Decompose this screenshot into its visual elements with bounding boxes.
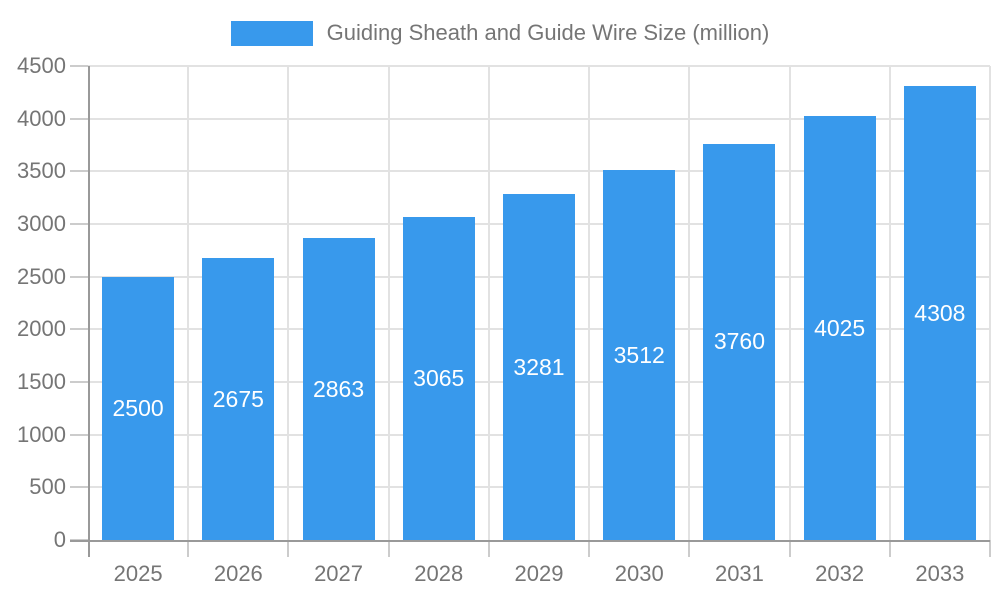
- bar-value-label: 2500: [112, 394, 164, 421]
- gridline-h: [88, 170, 990, 173]
- bar[interactable]: 3512: [603, 170, 676, 540]
- x-axis-line: [70, 540, 990, 542]
- x-axis-tick: [989, 540, 991, 557]
- gridline-v: [187, 66, 190, 540]
- y-axis-tick: [70, 275, 88, 278]
- x-axis-tick: [287, 540, 290, 557]
- gridline-v: [487, 66, 490, 540]
- x-axis-tick-label: 2026: [213, 561, 263, 586]
- bar-value-label: 2863: [312, 375, 365, 402]
- legend[interactable]: Guiding Sheath and Guide Wire Size (mill…: [0, 18, 1000, 48]
- y-axis-tick-label: 3000: [17, 211, 66, 236]
- bar[interactable]: 4308: [903, 86, 976, 540]
- x-axis-tick-label: 2027: [314, 561, 364, 586]
- legend-label: Guiding Sheath and Guide Wire Size (mill…: [326, 20, 770, 45]
- bar-value-label: 3512: [613, 341, 665, 368]
- bar-value-label: 4025: [814, 314, 866, 341]
- y-axis-tick: [70, 328, 88, 331]
- y-axis-line: [88, 66, 90, 557]
- x-axis-tick-label: 2030: [614, 561, 664, 586]
- x-axis-tick-label: 2033: [915, 561, 965, 586]
- y-axis-tick: [70, 381, 88, 383]
- bar[interactable]: 4025: [803, 116, 876, 540]
- bar[interactable]: 2863: [302, 238, 375, 540]
- gridline-v: [788, 66, 791, 540]
- gridline-v: [888, 66, 891, 540]
- bar-value-label: 4308: [914, 299, 966, 326]
- x-axis-tick: [187, 540, 190, 557]
- bar-value-label: 3760: [713, 328, 766, 355]
- x-axis-tick-label: 2028: [414, 561, 464, 586]
- y-axis-tick-label: 4000: [17, 105, 66, 131]
- legend-swatch-icon[interactable]: [230, 20, 313, 46]
- x-axis-tick: [588, 540, 591, 557]
- gridline-v: [688, 66, 691, 540]
- y-axis-tick: [70, 117, 88, 120]
- gridline-v: [588, 66, 591, 540]
- y-axis-tick-label: 0: [53, 527, 66, 552]
- y-axis-tick-label: 1000: [17, 421, 66, 447]
- x-axis-tick-label: 2032: [815, 561, 865, 586]
- y-axis-tick-label: 2500: [17, 263, 66, 289]
- gridline-h: [88, 65, 990, 67]
- gridline-v: [387, 66, 390, 540]
- x-axis-tick: [487, 540, 490, 557]
- x-axis-tick: [387, 540, 390, 557]
- y-axis-tick: [70, 486, 88, 489]
- x-axis-tick: [788, 540, 791, 557]
- bar[interactable]: 3281: [503, 194, 575, 540]
- bar-value-label: 3281: [513, 353, 565, 380]
- x-axis-tick-label: 2031: [714, 561, 764, 586]
- bar[interactable]: 3065: [402, 217, 475, 540]
- gridline-h: [88, 117, 990, 120]
- y-axis-tick: [70, 170, 88, 173]
- bar-value-label: 2675: [212, 385, 264, 412]
- y-axis-tick: [70, 223, 88, 225]
- x-axis-tick: [688, 540, 691, 557]
- bar[interactable]: 2675: [202, 258, 275, 540]
- x-axis-tick: [888, 540, 891, 557]
- bar[interactable]: 2500: [102, 276, 175, 540]
- y-axis-tick-label: 2000: [17, 316, 66, 342]
- y-axis-tick: [70, 433, 88, 436]
- y-axis-tick: [70, 65, 88, 67]
- y-axis-tick-label: 500: [29, 474, 66, 500]
- gridline-v: [989, 66, 991, 540]
- x-axis-tick-label: 2029: [514, 561, 564, 586]
- y-axis-tick-label: 3500: [17, 158, 66, 184]
- bar-value-label: 3065: [413, 365, 465, 392]
- x-axis-tick-label: 2025: [113, 561, 163, 586]
- bar[interactable]: 3760: [703, 143, 776, 540]
- y-axis-tick-label: 4500: [17, 53, 66, 78]
- y-axis-tick-label: 1500: [17, 369, 66, 394]
- gridline-v: [287, 66, 290, 540]
